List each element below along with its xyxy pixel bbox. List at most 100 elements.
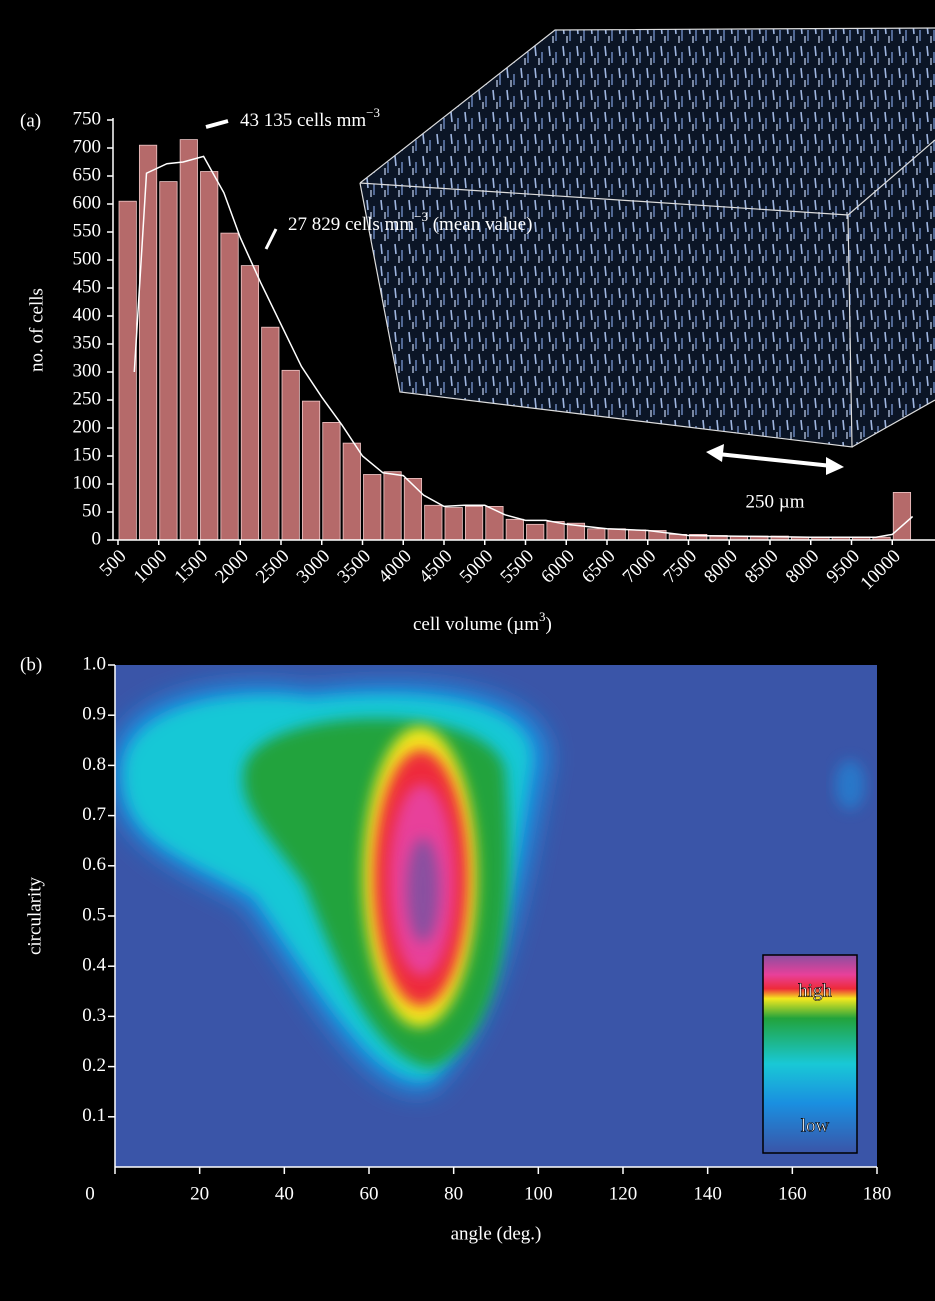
bar — [363, 474, 382, 541]
bar — [322, 421, 341, 541]
y-tick-label: 550 — [73, 220, 102, 241]
bar — [546, 521, 565, 541]
text-part: 43 135 cells mm — [240, 110, 366, 131]
colorbar-label: low — [801, 1115, 830, 1136]
y-tick-label: 0.2 — [82, 1055, 106, 1076]
y-tick-label: 1.0 — [82, 653, 106, 674]
bar — [301, 400, 321, 541]
bar — [261, 326, 280, 541]
curve — [133, 155, 914, 538]
y-tick-label: 500 — [73, 248, 102, 269]
y-tick-label: 0.4 — [82, 955, 106, 976]
scale-label: 250 µm — [746, 491, 805, 512]
panel-label: (b) — [20, 654, 42, 675]
x-tick-label: 3000 — [293, 546, 335, 588]
bar — [464, 505, 484, 541]
x-tick-label: 500 — [96, 546, 131, 581]
y-tick-label: 0.6 — [82, 854, 106, 875]
x-tick-label: 2000 — [211, 546, 253, 588]
x-tick-label: 8500 — [741, 546, 783, 588]
y-tick-label: 0 — [92, 528, 102, 549]
superscript: −3 — [366, 105, 380, 120]
y-tick-label: 0.5 — [82, 904, 106, 925]
x-tick-label: 4000 — [374, 546, 416, 588]
colorbar-label: high — [798, 980, 832, 1001]
superscript: 3 — [539, 609, 546, 624]
y-tick-label: 200 — [73, 416, 102, 437]
colorbar — [762, 954, 858, 1154]
x-tick-label: 1000 — [130, 546, 172, 588]
x-axis-label: angle (deg.) — [451, 1223, 542, 1244]
bar — [485, 505, 504, 541]
x-tick-label: 100 — [524, 1183, 553, 1204]
density-map — [115, 665, 877, 1167]
x-tick-label: 7500 — [659, 546, 701, 588]
y-tick-label: 400 — [73, 304, 102, 325]
panel-label: (a) — [20, 110, 41, 131]
y-axis-label: no. of cells — [26, 288, 47, 372]
bar — [220, 232, 239, 541]
bar — [342, 442, 361, 541]
scale-arrow — [706, 444, 844, 475]
x-tick-label: 1500 — [170, 546, 212, 588]
y-tick-label: 0.8 — [82, 754, 106, 775]
bar — [424, 504, 443, 541]
x-tick-label: 0 — [85, 1183, 95, 1204]
y-tick-label: 250 — [73, 388, 102, 409]
inset-volume — [359, 27, 935, 448]
bar — [240, 265, 260, 541]
y-tick-label: 150 — [73, 444, 102, 465]
bar — [505, 518, 524, 541]
density-band — [835, 760, 865, 810]
x-tick-label: 80 — [444, 1183, 463, 1204]
text-part: 27 829 cells mm — [288, 214, 414, 235]
y-tick-label: 0.9 — [82, 704, 106, 725]
y-axis-label: circularity — [24, 876, 45, 955]
bar — [587, 528, 606, 541]
x-axis-label: cell volume (µm3) — [413, 609, 552, 635]
x-tick-label: 180 — [863, 1183, 892, 1204]
x-tick-label: 60 — [360, 1183, 379, 1204]
bar — [383, 471, 402, 541]
y-tick-label: 0.3 — [82, 1005, 106, 1026]
y-tick-label: 0.1 — [82, 1105, 106, 1126]
x-tick-label: 8000 — [700, 546, 742, 588]
y-tick-label: 600 — [73, 192, 102, 213]
superscript: −3 — [414, 209, 428, 224]
text-part: cell volume (µm — [413, 614, 539, 635]
y-tick-label: 50 — [82, 500, 101, 521]
bar — [179, 139, 198, 541]
text-part: (mean value) — [428, 214, 532, 235]
y-tick-label: 100 — [73, 472, 102, 493]
x-tick-label: 3500 — [333, 546, 375, 588]
x-tick-label: 120 — [609, 1183, 638, 1204]
bar — [627, 529, 647, 541]
bar — [403, 477, 423, 541]
x-tick-label: 7000 — [619, 546, 661, 588]
y-tick-label: 700 — [73, 136, 102, 157]
x-tick-label: 5000 — [456, 546, 498, 588]
x-tick-label: 8000 — [782, 546, 824, 588]
y-tick-label: 750 — [73, 108, 102, 129]
x-tick-label: 6000 — [537, 546, 579, 588]
bar — [526, 523, 545, 541]
x-tick-label: 5500 — [496, 546, 538, 588]
x-tick-label: 20 — [190, 1183, 209, 1204]
x-tick-label: 160 — [778, 1183, 807, 1204]
pointer — [264, 228, 278, 250]
bar — [892, 491, 912, 541]
bar — [138, 144, 158, 541]
x-tick-label: 4500 — [415, 546, 457, 588]
x-tick-label: 140 — [693, 1183, 722, 1204]
y-tick-label: 300 — [73, 360, 102, 381]
y-tick-label: 350 — [73, 332, 102, 353]
y-tick-label: 450 — [73, 276, 102, 297]
bar — [281, 369, 300, 541]
x-tick-label: 2500 — [252, 546, 294, 588]
x-tick-label: 6500 — [578, 546, 620, 588]
pointer — [205, 119, 229, 129]
y-tick-label: 650 — [73, 164, 102, 185]
y-tick-label: 0.7 — [82, 804, 106, 825]
